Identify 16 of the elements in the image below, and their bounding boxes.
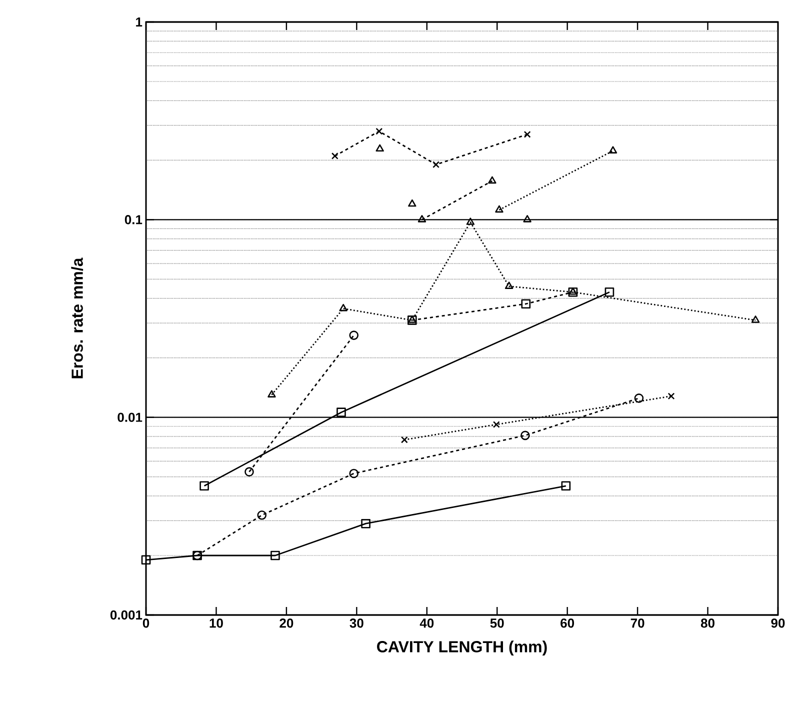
x-tick-label: 20 bbox=[280, 618, 294, 628]
y-tick-label: 1 bbox=[136, 18, 142, 26]
y-tick-label: 0.001 bbox=[110, 610, 142, 620]
y-tick-label: 0.01 bbox=[118, 412, 142, 422]
x-tick-label: 30 bbox=[350, 618, 364, 628]
x-tick-label: 60 bbox=[560, 618, 574, 628]
x-axis-title: CAVITY LENGTH (mm) bbox=[377, 640, 547, 656]
y-tick-label: 0.1 bbox=[124, 215, 142, 224]
x-tick-label: 80 bbox=[700, 618, 714, 628]
x-tick-label: 90 bbox=[771, 618, 785, 628]
x-tick-label: 10 bbox=[210, 618, 223, 628]
x-tick-label: 70 bbox=[630, 618, 644, 628]
y-axis-title: Eros. rate mm/a bbox=[71, 258, 84, 378]
x-tick-label: 40 bbox=[420, 618, 434, 628]
x-tick-label: 0 bbox=[142, 618, 150, 628]
x-tick-label: 50 bbox=[490, 618, 504, 628]
